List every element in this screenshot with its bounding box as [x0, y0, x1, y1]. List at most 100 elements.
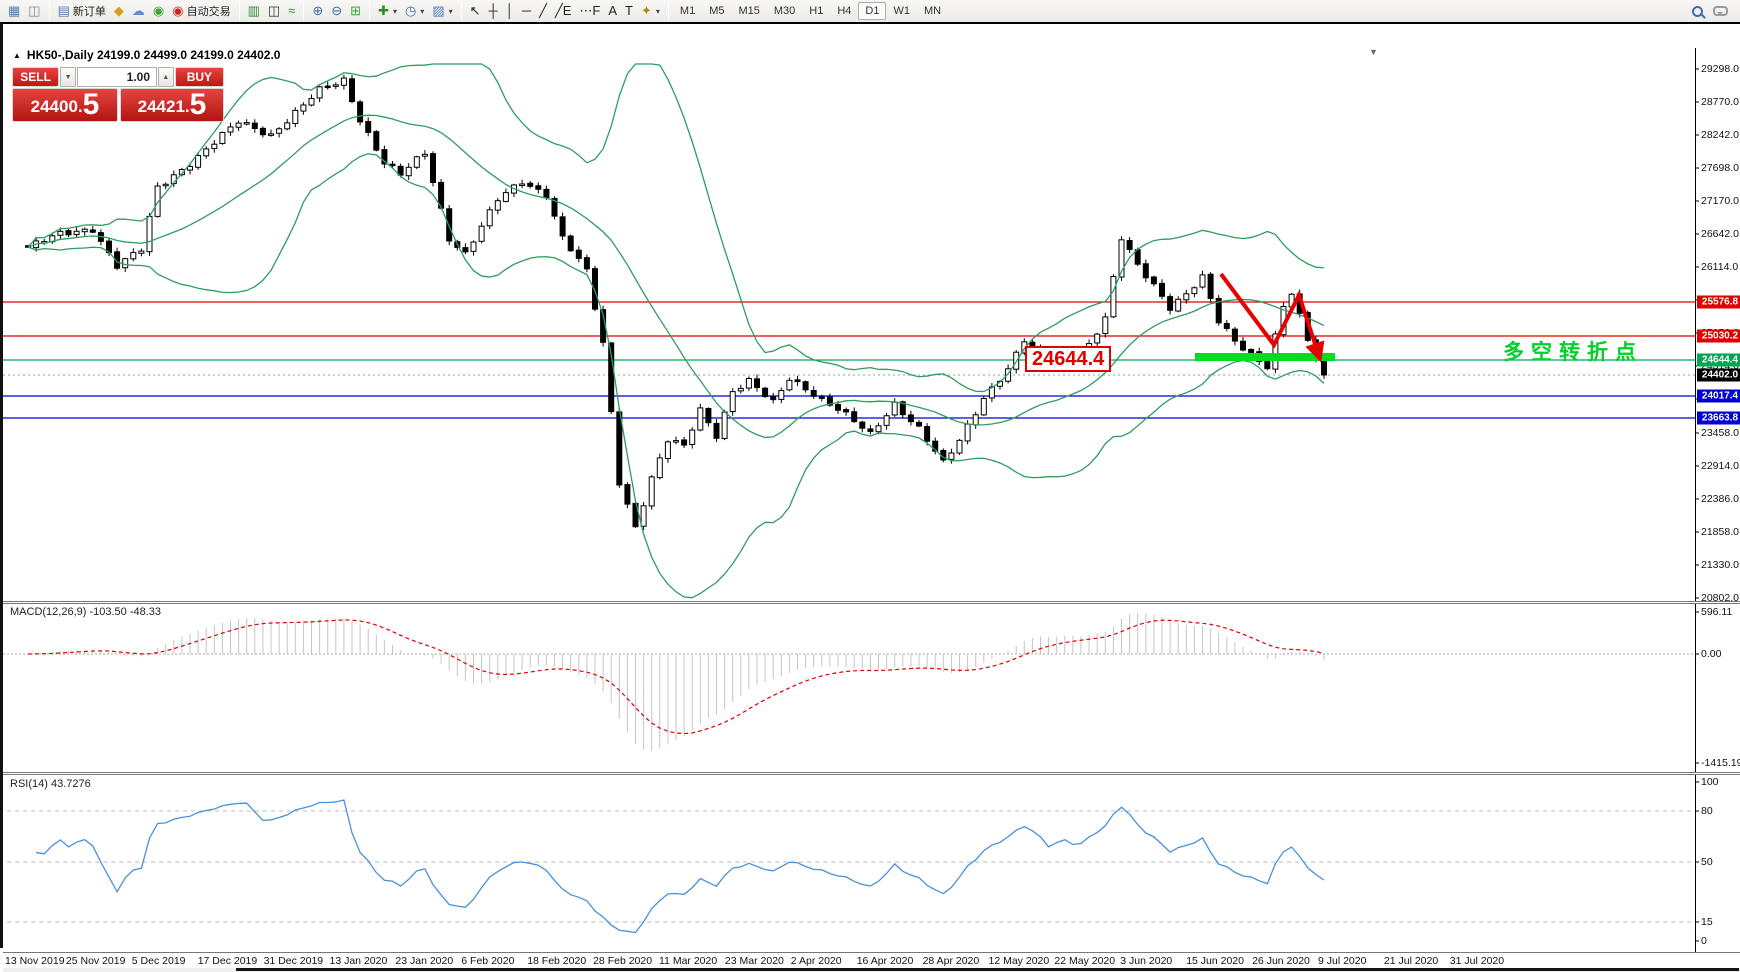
volume-input[interactable]: [77, 67, 158, 87]
zoom-in-icon: ⊕: [312, 3, 324, 18]
chart-window: ▲ HK50-,Daily 24199.0 24499.0 24199.0 24…: [0, 22, 1740, 972]
timeframe-button-M1[interactable]: M1: [679, 5, 696, 17]
price-axis-tick: 21858.0: [1701, 526, 1739, 538]
price-axis-badge: 24644.4: [1697, 353, 1740, 367]
date-label: 26 Jun 2020: [1252, 955, 1310, 967]
horizontal-line-icon[interactable]: ─: [518, 1, 535, 21]
price-axis-tick: 27698.0: [1701, 162, 1739, 174]
news-icon[interactable]: ◉: [149, 1, 168, 21]
new-order-button[interactable]: ▤ 新订单: [54, 1, 110, 21]
rsi-axis-tick: 100: [1701, 776, 1719, 788]
price-axis-tick: 21330.0: [1701, 559, 1739, 571]
search-icon[interactable]: [1692, 5, 1703, 17]
timeframe-button-M30[interactable]: M30: [773, 5, 796, 17]
periods-icon[interactable]: ◷ ▾: [401, 1, 428, 21]
vertical-line-icon[interactable]: │: [502, 1, 518, 21]
macd-axis-tick: 596.11: [1701, 606, 1733, 618]
sell-button[interactable]: SELL: [12, 67, 60, 87]
timeframe-button-H4[interactable]: H4: [837, 5, 852, 17]
date-label: 3 Jun 2020: [1120, 955, 1173, 967]
zoom-in-icon[interactable]: ⊕: [308, 1, 327, 21]
new-order-button: ▤: [57, 3, 70, 18]
sell-price-display: 24400. 5: [12, 88, 118, 122]
toolbar-separator: [48, 2, 50, 20]
tile-windows-icon: ⊞: [350, 3, 362, 18]
volume-up-button[interactable]: ▲: [158, 67, 174, 87]
chat-icon[interactable]: [1713, 6, 1728, 16]
tile-windows-icon[interactable]: ⊞: [346, 1, 365, 21]
timeframe-button-D1[interactable]: D1: [858, 2, 887, 20]
toolbar: ▦ ◫ ▤ 新订单 ◆ ☁ ◉ ◉ 自动交易 ▥ ◫ ≈ ⊕ ⊖ ⊞ ✚ ▾ ◷ ▾ ▨ ▾ ↖ ┼ │ ─ ╱ ╱E ⋯F A T ✦ ▾ …: [0, 0, 1740, 22]
text-icon: A: [608, 3, 618, 18]
current-price-badge: 24402.0: [1697, 368, 1740, 382]
sell-price-pips: 5: [82, 88, 100, 121]
signals-icon[interactable]: ☁: [128, 1, 149, 21]
volume-down-button[interactable]: ▼: [60, 67, 77, 87]
pane-separator-macd[interactable]: [3, 601, 1740, 604]
candlestick-chart-icon: ◫: [267, 3, 281, 18]
chart-title: ▲ HK50-,Daily 24199.0 24499.0 24199.0 24…: [13, 48, 280, 62]
equidistant-channel-icon[interactable]: ╱E: [551, 1, 576, 21]
pane-separator-rsi[interactable]: [3, 772, 1740, 775]
text-icon[interactable]: A: [604, 1, 621, 21]
chart-title-text: HK50-,Daily 24199.0 24499.0 24199.0 2440…: [26, 48, 281, 62]
price-axis-tick: 28770.0: [1701, 96, 1739, 108]
shapes-icon: ✦: [641, 3, 652, 18]
price-axis-badge: 24017.4: [1697, 389, 1740, 403]
price-axis-tick: 26114.0: [1701, 261, 1739, 273]
bar-chart-icon: ▥: [247, 3, 260, 18]
scrollbar-thumb[interactable]: [236, 968, 1739, 971]
dropdown-caret-icon[interactable]: ▾: [448, 6, 453, 16]
periods-icon: ◷: [404, 3, 417, 18]
horizontal-line-icon: ─: [521, 3, 532, 18]
price-axis-badge: 25576.8: [1697, 295, 1740, 309]
date-label: 13 Jan 2020: [329, 955, 388, 967]
pane-separator-dates: [3, 952, 1740, 953]
cursor-icon[interactable]: ↖: [466, 1, 485, 21]
date-label: 2 Apr 2020: [790, 955, 842, 967]
timeframe-button-M15[interactable]: M15: [738, 5, 760, 17]
bar-chart-icon[interactable]: ▥: [244, 1, 264, 21]
price-annotation-box: 24644.4: [1025, 346, 1112, 372]
timeframe-button-M5[interactable]: M5: [709, 5, 725, 17]
templates-icon: ▨: [432, 3, 445, 18]
market-icon[interactable]: ◆: [110, 1, 128, 21]
date-label: 18 Feb 2020: [527, 955, 587, 967]
shapes-icon[interactable]: ✦ ▾: [637, 1, 664, 21]
date-label: 22 May 2020: [1054, 955, 1116, 967]
zoom-out-icon[interactable]: ⊖: [327, 1, 346, 21]
date-label: 23 Mar 2020: [724, 955, 784, 967]
autotrading-button[interactable]: ◉ 自动交易: [168, 1, 234, 21]
buy-button[interactable]: BUY: [174, 67, 224, 87]
equidistant-channel-icon: ╱E: [554, 3, 572, 18]
dropdown-caret-icon[interactable]: ▾: [655, 6, 660, 16]
date-label: 25 Nov 2019: [65, 955, 126, 967]
toolbar-separator: [238, 2, 240, 20]
sell-price-dot: .: [77, 97, 83, 116]
crosshair-icon[interactable]: ┼: [485, 1, 502, 21]
candlestick-chart-icon[interactable]: ◫: [264, 1, 284, 21]
trendline-icon[interactable]: ╱: [535, 1, 551, 21]
dropdown-caret-icon[interactable]: ▾: [392, 6, 397, 16]
buy-price-pips: 5: [189, 88, 207, 121]
timeframe-button-MN[interactable]: MN: [923, 5, 942, 17]
cursor-icon: ↖: [469, 3, 481, 18]
profiles-icon[interactable]: ◫: [24, 1, 44, 21]
templates-icon[interactable]: ▨ ▾: [428, 1, 456, 21]
dropdown-caret-icon[interactable]: ▾: [420, 6, 425, 16]
chart-shift-marker-icon: ▼: [1369, 47, 1378, 57]
label-icon[interactable]: T: [621, 1, 637, 21]
date-label: 31 Dec 2019: [263, 955, 324, 967]
price-axis-tick: 26642.0: [1701, 228, 1739, 240]
fibonacci-icon[interactable]: ⋯F: [575, 1, 604, 21]
chart-window-icon[interactable]: ▦: [4, 1, 24, 21]
line-chart-icon[interactable]: ≈: [284, 1, 299, 21]
macd-label: MACD(12,26,9) -103.50 -48.33: [10, 606, 162, 618]
price-axis-tick: 23458.0: [1701, 427, 1739, 439]
timeframe-button-H1[interactable]: H1: [809, 5, 824, 17]
buy-price-main: 24421: [137, 97, 185, 116]
chart-surface[interactable]: [3, 24, 1740, 972]
indicators-icon[interactable]: ✚ ▾: [374, 1, 401, 21]
timeframe-button-W1[interactable]: W1: [893, 5, 910, 17]
macd-axis-tick: 0.00: [1701, 648, 1722, 660]
